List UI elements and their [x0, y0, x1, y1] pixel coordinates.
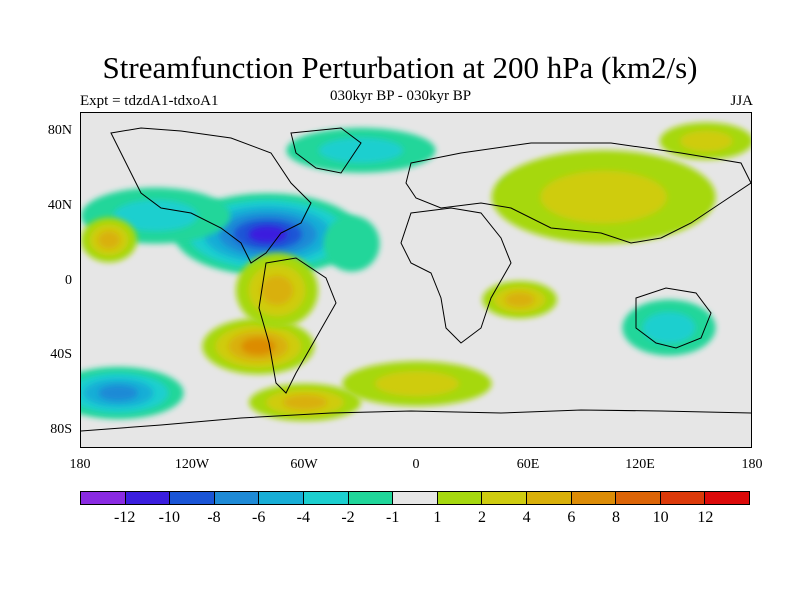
anomaly-contour-2	[318, 137, 404, 163]
colorbar-swatch-4	[259, 492, 304, 504]
anomaly-contour-14	[282, 394, 328, 410]
coastline-europe-asia	[405, 142, 751, 244]
colorbar-swatch-6	[348, 492, 394, 504]
lat-label-40n: 40N	[47, 198, 72, 213]
colorbar-swatch-7	[393, 492, 438, 504]
anomaly-contour-11	[540, 170, 667, 224]
coastline-greenland	[290, 127, 362, 174]
anomaly-contour-7	[241, 337, 276, 355]
lon-label-0: 0	[412, 457, 420, 472]
anomaly-contour-9	[97, 231, 121, 249]
anomaly-contour-5	[642, 311, 696, 344]
anomaly-contour-1	[113, 199, 198, 232]
contour-map	[81, 122, 751, 432]
colorbar-swatch-5	[303, 492, 349, 504]
colorbar-swatch-11	[571, 492, 617, 504]
lat-label-80n: 80N	[47, 123, 72, 138]
lon-label-180w: 180	[69, 457, 91, 472]
colorbar-swatch-1	[125, 492, 171, 504]
anomaly-contour-13	[679, 130, 733, 152]
colorbar-label: 12	[697, 509, 714, 526]
colorbar-swatch-12	[616, 492, 661, 504]
experiment-label: Expt = tdzdA1-tdxoA1	[80, 93, 219, 109]
colorbar-label: -10	[158, 509, 180, 526]
colorbar-swatch-3	[214, 492, 260, 504]
colorbar-label: 4	[522, 509, 531, 526]
colorbar-swatch-14	[705, 492, 749, 504]
lon-label-120w: 120W	[174, 457, 210, 472]
coastline-north-america	[110, 127, 312, 264]
anomaly-contour-10	[504, 292, 535, 308]
season-label: JJA	[730, 93, 753, 109]
colorbar-swatch-13	[660, 492, 706, 504]
lon-label-60w: 60W	[290, 457, 318, 472]
colorbar-swatch-0	[81, 492, 126, 504]
coastline-africa	[400, 207, 512, 344]
colorbar	[80, 491, 750, 505]
coastline-australia	[635, 287, 712, 349]
lat-label-eq: 0	[65, 273, 72, 288]
colorbar-swatch-9	[482, 492, 527, 504]
anomaly-contour-4	[98, 385, 139, 401]
colorbar-swatch-2	[170, 492, 215, 504]
colorbar-label: 6	[567, 509, 576, 526]
coastline-antarctica	[81, 409, 751, 432]
lat-label-40s: 40S	[50, 347, 72, 362]
colorbar-label: 2	[478, 509, 486, 526]
anomaly-contour-0	[248, 225, 287, 243]
lon-label-60e: 60E	[516, 457, 540, 472]
coastline-south-america	[258, 257, 337, 394]
anomaly-contour-6	[323, 215, 380, 272]
anomaly-contour-8	[260, 275, 294, 306]
colorbar-swatch-8	[437, 492, 483, 504]
map-panel	[80, 112, 752, 448]
anomaly-contour-12	[374, 371, 460, 397]
colorbar-label: 10	[652, 509, 669, 526]
plot-title: Streamfunction Perturbation at 200 hPa (…	[102, 50, 698, 85]
colorbar-label: -8	[207, 509, 221, 526]
colorbar-label: 1	[433, 509, 442, 526]
time-label: 030kyr BP - 030kyr BP	[330, 88, 472, 104]
lon-label-180e: 180	[741, 457, 763, 472]
colorbar-label: 8	[612, 509, 620, 526]
colorbar-label: -1	[385, 509, 400, 526]
colorbar-label: -4	[296, 509, 310, 526]
lon-label-120e: 120E	[625, 457, 655, 472]
colorbar-label: -6	[251, 509, 266, 526]
colorbar-swatch-10	[526, 492, 572, 504]
lat-label-80s: 80S	[50, 422, 72, 437]
colorbar-label: -12	[113, 509, 136, 526]
colorbar-label: -2	[341, 509, 355, 526]
